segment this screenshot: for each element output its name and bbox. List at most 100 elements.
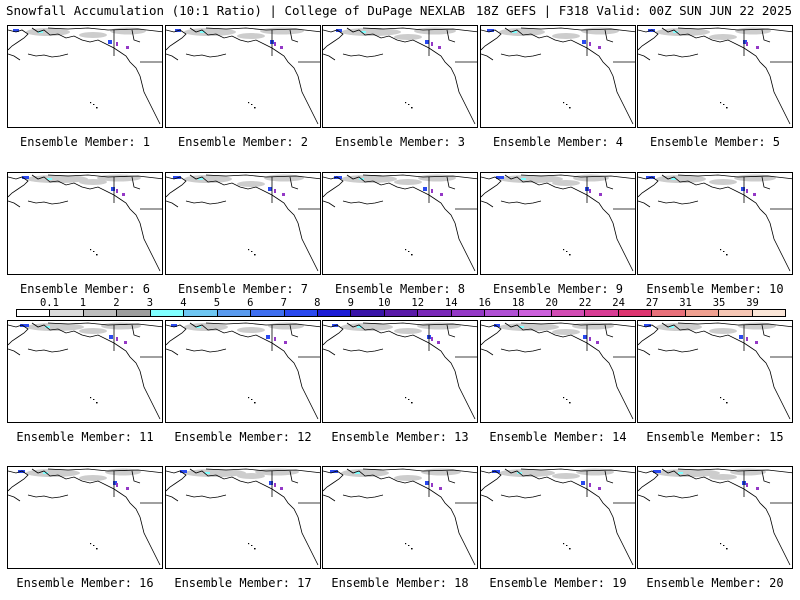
legend-tick: 5 (213, 297, 221, 309)
legend-swatch (50, 310, 84, 316)
ensemble-member-label: Ensemble Member: 17 (174, 576, 312, 590)
ensemble-member-label: Ensemble Member: 10 (646, 282, 784, 296)
legend-tick: 12 (411, 297, 425, 309)
ensemble-member-label: Ensemble Member: 15 (646, 430, 784, 444)
ensemble-map-panel (480, 320, 636, 423)
ensemble-member-label: Ensemble Member: 13 (331, 430, 469, 444)
map-canvas (323, 468, 477, 566)
map-canvas (166, 174, 320, 272)
legend-swatch (752, 310, 786, 316)
legend-swatch (351, 310, 385, 316)
ensemble-member-label: Ensemble Member: 7 (177, 282, 309, 296)
map-canvas (323, 27, 477, 125)
map-canvas (638, 27, 792, 125)
legend-tick: 1 (79, 297, 87, 309)
legend-swatch (618, 310, 653, 316)
color-legend (16, 309, 786, 317)
legend-tick: 9 (347, 297, 354, 309)
ensemble-member-label: Ensemble Member: 14 (489, 430, 627, 444)
legend-swatch (384, 310, 419, 316)
legend-tick: 2 (113, 297, 120, 309)
ensemble-member-label: Ensemble Member: 11 (16, 430, 154, 444)
map-canvas (323, 322, 477, 420)
ensemble-member-label: Ensemble Member: 16 (16, 576, 154, 590)
map-canvas (166, 27, 320, 125)
ensemble-member-label: Ensemble Member: 8 (334, 282, 466, 296)
legend-tick: 39 (746, 297, 759, 309)
legend-tick: 18 (511, 297, 525, 309)
legend-swatch (585, 310, 619, 316)
legend-swatch (518, 310, 552, 316)
legend-swatch (552, 310, 586, 316)
legend-tick: 20 (545, 297, 558, 309)
map-canvas (8, 27, 162, 125)
ensemble-map-panel (637, 25, 793, 128)
map-canvas (638, 174, 792, 272)
ensemble-map-panel (165, 172, 321, 275)
legend-swatch (83, 310, 118, 316)
ensemble-member-label: Ensemble Member: 5 (649, 135, 781, 149)
ensemble-map-panel (637, 466, 793, 569)
legend-swatch (719, 310, 753, 316)
legend-swatch (117, 310, 151, 316)
ensemble-map-panel (322, 466, 478, 569)
legend-swatch (284, 310, 318, 316)
ensemble-map-panel (480, 25, 636, 128)
legend-tick: 31 (679, 297, 692, 309)
ensemble-map-panel (165, 466, 321, 569)
ensemble-map-panel (165, 25, 321, 128)
model-valid-time: 18Z GEFS | F318 Valid: 00Z SUN JUN 22 20… (475, 3, 792, 18)
ensemble-map-panel (637, 172, 793, 275)
legend-swatch (251, 310, 285, 316)
legend-swatch (17, 310, 51, 316)
legend-tick: 27 (645, 297, 659, 309)
ensemble-map-panel (7, 25, 163, 128)
map-canvas (8, 174, 162, 272)
legend-tick: 4 (180, 297, 187, 309)
map-canvas (481, 174, 635, 272)
ensemble-member-label: Ensemble Member: 6 (19, 282, 151, 296)
legend-tick: 10 (377, 297, 391, 309)
map-title: Snowfall Accumulation (10:1 Ratio) | Col… (6, 3, 466, 18)
map-canvas (166, 322, 320, 420)
legend-tick: 3 (146, 297, 154, 309)
legend-swatch (150, 310, 185, 316)
map-canvas (481, 468, 635, 566)
map-canvas (638, 322, 792, 420)
legend-tick: 0.1 (39, 297, 59, 309)
legend-swatch (451, 310, 486, 316)
legend-swatch (317, 310, 352, 316)
ensemble-map-panel (480, 466, 636, 569)
legend-tick: 6 (247, 297, 254, 309)
legend-tick: 14 (444, 297, 458, 309)
ensemble-member-label: Ensemble Member: 19 (489, 576, 627, 590)
ensemble-member-label: Ensemble Member: 2 (177, 135, 309, 149)
ensemble-map-panel (480, 172, 636, 275)
map-canvas (323, 174, 477, 272)
legend-swatch (652, 310, 686, 316)
map-canvas (481, 27, 635, 125)
legend-swatch (184, 310, 218, 316)
ensemble-map-panel (322, 172, 478, 275)
map-canvas (166, 468, 320, 566)
ensemble-member-label: Ensemble Member: 1 (19, 135, 151, 149)
legend-tick: 35 (712, 297, 726, 309)
ensemble-member-label: Ensemble Member: 18 (331, 576, 469, 590)
ensemble-map-panel (7, 466, 163, 569)
legend-tick: 16 (478, 297, 492, 309)
map-canvas (8, 468, 162, 566)
legend-tick: 7 (280, 297, 287, 309)
ensemble-map-panel (165, 320, 321, 423)
ensemble-map-panel (322, 320, 478, 423)
legend-swatch (217, 310, 252, 316)
ensemble-member-label: Ensemble Member: 3 (334, 135, 466, 149)
ensemble-map-panel (7, 320, 163, 423)
ensemble-map-panel (7, 172, 163, 275)
legend-tick: 22 (578, 297, 592, 309)
legend-swatch (685, 310, 720, 316)
legend-swatch (418, 310, 452, 316)
map-canvas (481, 322, 635, 420)
legend-tick: 8 (314, 297, 321, 309)
map-canvas (8, 322, 162, 420)
ensemble-member-label: Ensemble Member: 4 (492, 135, 624, 149)
